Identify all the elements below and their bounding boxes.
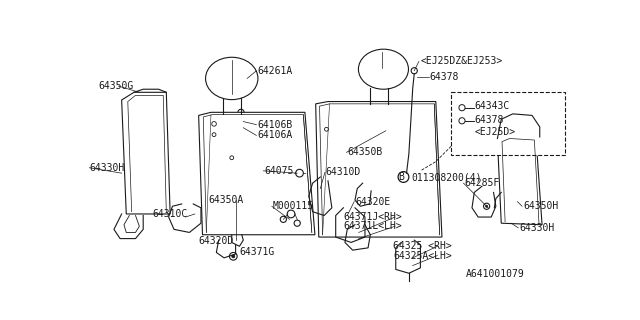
Polygon shape	[316, 101, 442, 237]
Text: 64378: 64378	[474, 115, 504, 125]
Circle shape	[287, 210, 295, 218]
Text: A641001079: A641001079	[466, 269, 524, 279]
Text: 64371J<RH>: 64371J<RH>	[344, 212, 402, 222]
Polygon shape	[122, 92, 170, 214]
Text: 64285F: 64285F	[464, 178, 500, 188]
Circle shape	[459, 118, 465, 124]
Circle shape	[238, 109, 244, 116]
Text: 64325A<LH>: 64325A<LH>	[394, 251, 452, 260]
Text: 64320E: 64320E	[355, 196, 390, 207]
Text: 64106A: 64106A	[257, 131, 292, 140]
Text: 64378: 64378	[429, 72, 459, 82]
Polygon shape	[198, 112, 315, 235]
Text: 64310C: 64310C	[152, 209, 188, 219]
Text: 64350A: 64350A	[209, 195, 244, 205]
Circle shape	[459, 105, 465, 111]
Text: 64371L<LH>: 64371L<LH>	[344, 221, 402, 231]
Circle shape	[238, 118, 244, 124]
Text: 64330H: 64330H	[90, 163, 125, 173]
Circle shape	[232, 255, 235, 258]
Circle shape	[324, 127, 328, 131]
Circle shape	[230, 156, 234, 160]
Text: 64350H: 64350H	[524, 201, 559, 211]
Text: 64350B: 64350B	[348, 147, 383, 157]
Text: 64330H: 64330H	[519, 223, 554, 233]
Text: 64325 <RH>: 64325 <RH>	[394, 241, 452, 251]
Circle shape	[486, 205, 488, 207]
Circle shape	[411, 68, 417, 74]
Text: 64343C: 64343C	[474, 101, 509, 111]
Circle shape	[398, 172, 409, 182]
Ellipse shape	[358, 49, 408, 89]
Text: B: B	[398, 172, 404, 182]
Ellipse shape	[205, 57, 258, 100]
Text: 64320D: 64320D	[198, 236, 234, 246]
Text: <EJ25D>: <EJ25D>	[474, 127, 515, 137]
Text: M000115: M000115	[273, 201, 314, 211]
Text: 64075: 64075	[264, 166, 294, 176]
Text: 64106B: 64106B	[257, 120, 292, 130]
Circle shape	[484, 203, 490, 209]
Text: <EJ25DZ&EJ253>: <EJ25DZ&EJ253>	[420, 57, 502, 67]
Circle shape	[230, 252, 237, 260]
Circle shape	[294, 220, 300, 226]
Polygon shape	[497, 135, 542, 225]
Text: 64350G: 64350G	[99, 81, 134, 91]
Text: 64261A: 64261A	[257, 66, 292, 76]
Text: 011308200(4): 011308200(4)	[411, 172, 482, 182]
Circle shape	[212, 133, 216, 137]
Bar	[451, 92, 565, 156]
Text: 64310D: 64310D	[326, 167, 361, 177]
Circle shape	[280, 216, 287, 222]
Circle shape	[212, 122, 216, 126]
Text: 64371G: 64371G	[239, 247, 275, 257]
Circle shape	[296, 169, 303, 177]
